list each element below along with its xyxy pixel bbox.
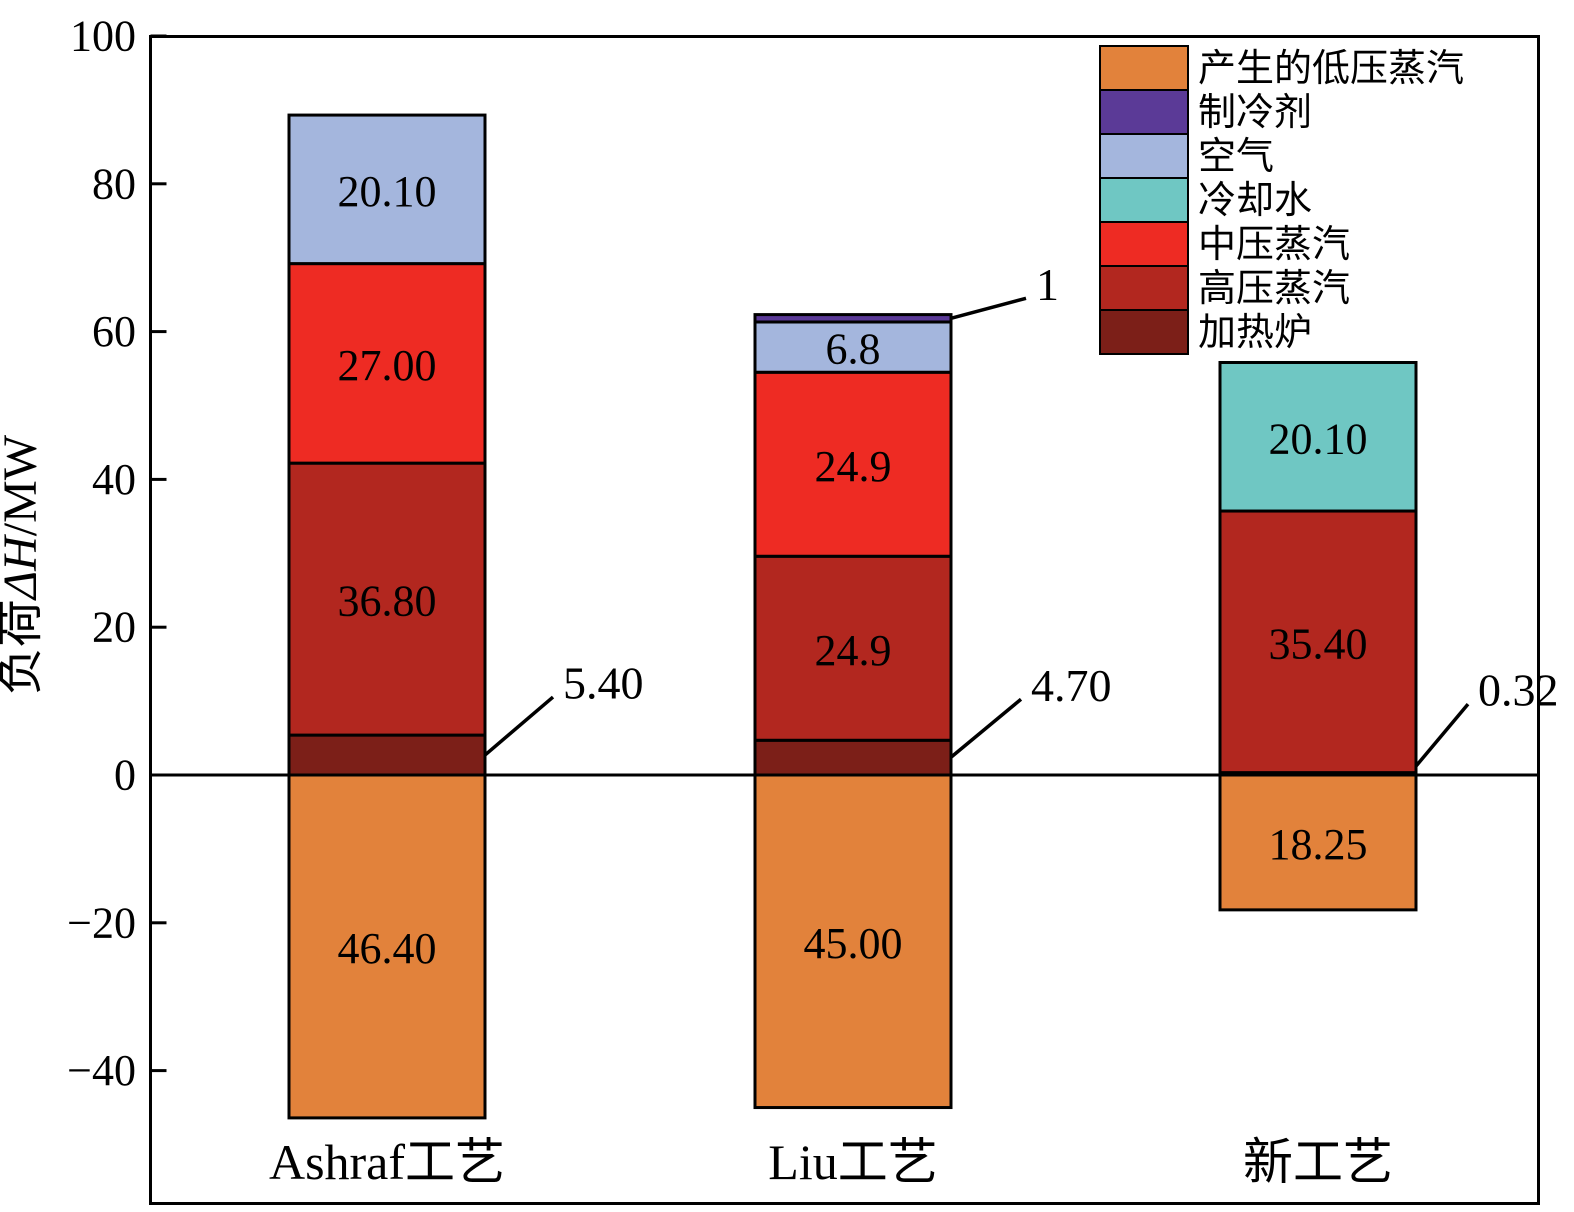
y-tick-label: −40: [67, 1046, 136, 1095]
y-axis-label: 负荷ΔH/MW: [0, 434, 47, 695]
segment-value-label: 6.8: [826, 325, 881, 374]
legend-swatch-空气: [1099, 133, 1189, 179]
legend-label: 空气: [1198, 136, 1274, 178]
annotation-label: 4.70: [1031, 660, 1112, 711]
annotation-line: [950, 296, 1027, 320]
bar-segment-空气: [753, 320, 953, 374]
bar-segment-空气: [287, 113, 487, 266]
legend-swatch-高压蒸汽: [1099, 265, 1189, 311]
segment-value-label: 46.40: [338, 924, 437, 973]
bar-segment-冷却水: [1218, 360, 1418, 513]
category-label: Ashraf工艺: [269, 1134, 505, 1190]
legend-swatch-加热炉: [1099, 309, 1189, 355]
segment-value-label: 20.10: [338, 167, 437, 216]
bar-segment-产生的低压蒸汽: [753, 773, 953, 1110]
y-tick-label: 60: [92, 307, 136, 356]
y-tick-label: −20: [67, 898, 136, 947]
legend-swatch-中压蒸汽: [1099, 221, 1189, 267]
segment-value-label: 35.40: [1269, 619, 1368, 668]
segment-value-label: 27.00: [338, 341, 437, 390]
legend-label: 高压蒸汽: [1198, 268, 1350, 310]
legend-swatch-产生的低压蒸汽: [1099, 45, 1189, 91]
annotation-label: 1: [1036, 259, 1059, 310]
annotation-line: [949, 697, 1023, 759]
bar-segment-中压蒸汽: [287, 262, 487, 465]
y-tick-label: 80: [92, 159, 136, 208]
y-tick-label: 0: [114, 751, 136, 800]
legend-label: 加热炉: [1198, 312, 1312, 354]
segment-value-label: 24.9: [815, 626, 892, 675]
y-tick-label: 20: [92, 603, 136, 652]
annotation-line: [1414, 703, 1470, 768]
bar-segment-制冷剂: [753, 313, 953, 324]
legend-label: 产生的低压蒸汽: [1198, 48, 1464, 90]
bar-segment-产生的低压蒸汽: [287, 773, 487, 1120]
segment-value-label: 18.25: [1269, 820, 1368, 869]
category-label: Liu工艺: [768, 1134, 937, 1190]
legend-swatch-制冷剂: [1099, 89, 1189, 135]
bar-segment-高压蒸汽: [1218, 509, 1418, 775]
y-tick-label: 100: [70, 12, 136, 61]
legend-label: 中压蒸汽: [1198, 224, 1350, 266]
bar-segment-高压蒸汽: [753, 554, 953, 742]
bar-segment-产生的低压蒸汽: [1218, 773, 1418, 912]
legend-swatch-冷却水: [1099, 177, 1189, 223]
bar-segment-高压蒸汽: [287, 461, 487, 737]
annotation-label: 5.40: [563, 658, 644, 709]
segment-value-label: 36.80: [338, 577, 437, 626]
y-tick-label: 40: [92, 455, 136, 504]
segment-value-label: 20.10: [1269, 414, 1368, 463]
annotation-line: [483, 695, 555, 757]
bar-segment-加热炉: [753, 738, 953, 777]
bar-segment-加热炉: [287, 733, 487, 777]
legend-label: 制冷剂: [1198, 92, 1312, 134]
segment-value-label: 45.00: [804, 919, 903, 968]
category-label: 新工艺: [1243, 1134, 1393, 1190]
legend-label: 冷却水: [1198, 180, 1312, 222]
annotation-label: 0.32: [1478, 665, 1559, 716]
segment-value-label: 24.9: [815, 442, 892, 491]
